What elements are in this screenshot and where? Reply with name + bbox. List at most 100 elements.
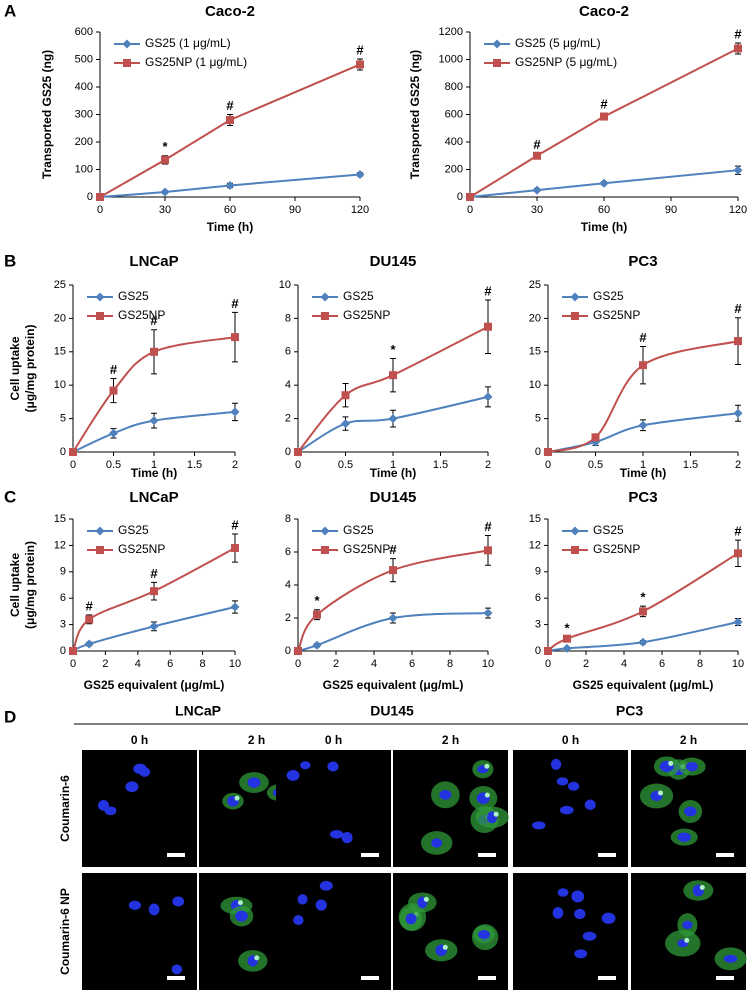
data-point [96,193,104,201]
y-tick-label: 800 [445,81,463,93]
bright-spot [484,792,490,798]
y-tick-label: 25 [54,279,66,291]
nucleus [319,880,333,891]
x-tick-label: 1 [640,459,646,471]
x-tick-label: 10 [229,658,241,670]
x-tick-label: 120 [351,204,369,216]
x-axis-label: GS25 equivalent (μg/mL) [84,678,225,692]
bright-spot [423,896,429,902]
y-tick-label: 6 [285,346,291,358]
legend-label: GS25 [343,289,374,303]
x-tick-label: 0.5 [588,459,603,471]
data-point [591,433,600,442]
data-point [562,643,572,653]
y-tick-label: 600 [75,26,93,38]
data-point [734,549,742,558]
nucleus [341,831,353,844]
nucleus [684,806,697,817]
chart: PC3 0 3 6 9 12 15 0 2 4 6 8 10 GS25 equivalent (μg/mL… [529,489,744,692]
data-point [341,419,350,429]
series-line [99,63,361,198]
legend-marker [321,546,329,554]
data-point [109,428,118,438]
data-point [69,448,77,456]
legend-marker [570,526,580,536]
nucleus [582,931,597,941]
nucleus [104,806,117,816]
legend-label: GS25NP (5 μg/mL) [515,55,617,69]
chart: Caco-2 0 200 400 600 800 1000 1200 0 30 60 90 120 Tim… [408,3,747,234]
chart: LNCaP 0 3 6 9 12 15 0 2 4 6 8 10 GS25 equivalent (μg/… [8,489,241,692]
data-point [389,566,397,575]
panel-label: B [4,251,16,270]
scale-bar [478,853,496,857]
micrograph [393,873,508,990]
time-label: 2 h [442,733,459,747]
micrograph [276,750,391,867]
data-point [160,187,170,197]
scale-bar [716,853,734,857]
bright-spot [484,763,490,769]
panel-label: D [4,707,16,726]
x-tick-label: 6 [409,658,415,670]
nucleus [247,777,261,788]
chart-title: Caco-2 [579,3,629,20]
data-point [231,333,239,342]
significance-label: # [110,362,118,377]
series-line [72,336,236,453]
bright-spot [442,944,448,950]
y-tick-label: 8 [285,312,291,324]
legend-marker [96,546,104,554]
x-tick-label: 2 [333,658,339,670]
x-tick-label: 0.5 [338,459,353,471]
y-tick-label: 6 [285,546,291,558]
bright-spot [237,900,243,906]
data-point [109,386,118,395]
chart-title: PC3 [628,253,657,270]
cell-line-label: LNCaP [175,703,221,719]
significance-label: # [533,137,541,152]
data-point [230,407,240,417]
y-tick-label: 20 [529,312,541,324]
significance-label: # [639,330,647,345]
scale-bar [361,853,379,857]
chart-title: Caco-2 [205,3,255,20]
nucleus [172,896,185,907]
y-tick-label: 5 [60,413,66,425]
x-axis-label: GS25 equivalent (μg/mL) [573,678,714,692]
x-tick-label: 90 [665,204,677,216]
y-tick-label: 4 [285,579,291,591]
data-point [533,151,541,160]
significance-label: # [734,301,742,316]
scale-bar [361,976,379,980]
data-point [226,116,234,124]
nucleus [567,781,580,791]
series-line [297,395,489,453]
legend-marker [571,312,579,320]
x-tick-label: 2 [485,459,491,471]
y-tick-label: 25 [529,279,541,291]
significance-label: # [226,98,234,113]
x-axis-label: Time (h) [207,220,253,234]
row-label: Coumarin-6 NP [58,888,72,975]
nucleus [297,894,308,905]
legend-marker [571,546,579,554]
legend-marker [320,292,330,302]
x-tick-label: 0 [545,459,551,471]
significance-label: # [389,542,397,557]
series-line [297,612,489,652]
nucleus [559,805,574,815]
y-tick-label: 400 [445,136,463,148]
nucleus [685,761,698,772]
nucleus [574,908,586,920]
significance-label: # [734,524,742,539]
x-axis-label: Time (h) [131,466,177,480]
micrograph [513,873,628,990]
y-axis-label: Transported GS25 (ng) [40,50,54,179]
nucleus [532,821,546,830]
data-point [84,639,94,649]
data-point [150,587,158,596]
nucleus [286,770,300,781]
panel-label: A [4,1,16,20]
chart-title: LNCaP [129,253,178,270]
